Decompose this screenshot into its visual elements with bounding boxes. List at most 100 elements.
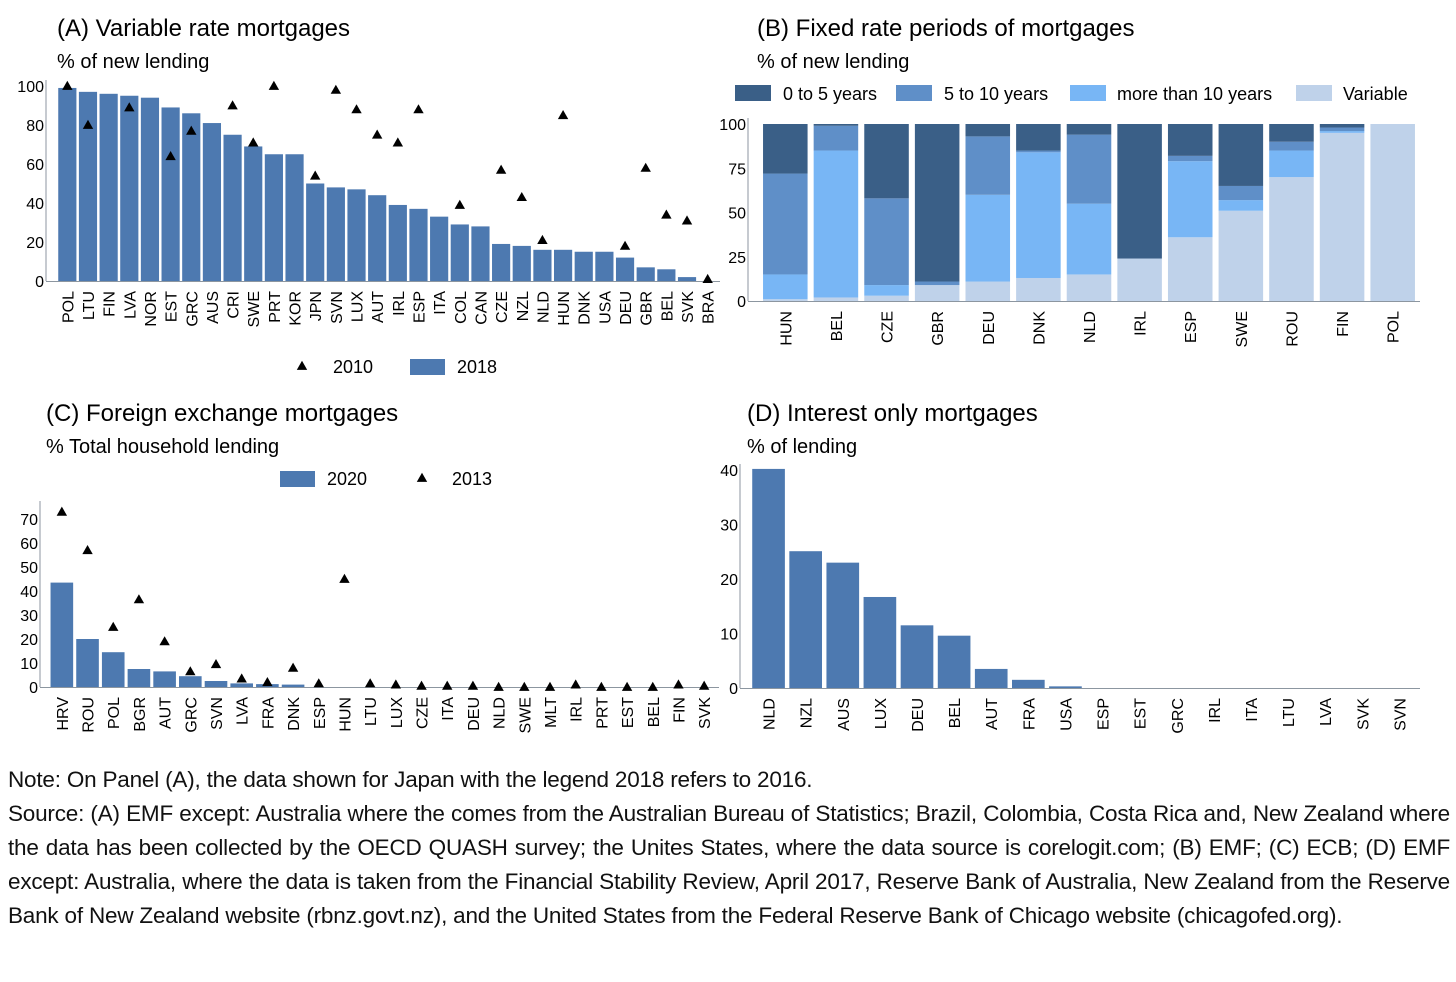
panel-a-bar bbox=[285, 154, 304, 281]
panel-c-bar bbox=[127, 669, 151, 687]
panel-d-xtick-label: IRL bbox=[1207, 698, 1224, 723]
panel-a-triangle-point bbox=[82, 119, 94, 129]
panel-a-triangle-point bbox=[392, 137, 404, 147]
panel-c-xtick-label: CZE bbox=[415, 697, 432, 729]
panel-a-triangle-point bbox=[268, 80, 280, 90]
panel-b-bar-segment bbox=[1319, 132, 1365, 301]
panel-a-triangle-point bbox=[619, 240, 631, 250]
panel-b-bar-segment bbox=[763, 299, 808, 301]
panel-a-bar bbox=[182, 113, 201, 281]
legend-b-swatch bbox=[1296, 85, 1332, 101]
panel-c-triangle-point bbox=[287, 662, 299, 672]
panel-a-xtick-label: POL bbox=[60, 291, 77, 323]
panel-a-xtick-label: GBR bbox=[639, 291, 656, 326]
panel-c-triangle-point bbox=[364, 678, 376, 688]
legend-a-2018-label: 2018 bbox=[457, 357, 497, 377]
panel-c-triangle-point bbox=[467, 680, 479, 690]
panel-c-bar bbox=[153, 671, 176, 687]
panel-b-bar-segment bbox=[864, 124, 909, 199]
panel-d-bar bbox=[974, 668, 1008, 688]
panel-c-subtitle: % Total household lending bbox=[46, 436, 279, 458]
panel-d-ytick-label: 30 bbox=[720, 518, 738, 535]
legend-c-2013-label: 2013 bbox=[452, 469, 492, 489]
panel-a-bar bbox=[677, 277, 697, 281]
panel-c-bar bbox=[50, 582, 74, 687]
panel-b-bar-segment bbox=[864, 285, 909, 296]
panel-c-triangle-point bbox=[570, 679, 581, 689]
panel-c-xtick-label: IRL bbox=[569, 697, 586, 722]
panel-c-ytick-label: 60 bbox=[20, 536, 38, 553]
legend-c-2020-label: 2020 bbox=[327, 469, 367, 489]
panel-b-bar-segment bbox=[1016, 277, 1061, 301]
panel-d-xtick-label: LUX bbox=[873, 698, 890, 729]
panel-a-xtick-label: KOR bbox=[288, 291, 305, 326]
panel-a-bar bbox=[450, 224, 469, 281]
panel-a-triangle-point bbox=[124, 102, 135, 112]
panel-b-xtick-label: ROU bbox=[1284, 311, 1301, 347]
panel-a-xtick-label: IRL bbox=[391, 291, 408, 316]
panel-c-triangle-point bbox=[56, 506, 68, 516]
panel-c-triangle-point bbox=[544, 681, 556, 691]
panel-a-xtick-label: PRT bbox=[267, 291, 284, 323]
legend-b-label: more than 10 years bbox=[1117, 84, 1272, 104]
panel-b-xtick-label: HUN bbox=[778, 311, 795, 346]
panel-a-bar bbox=[388, 204, 407, 281]
panel-b-bar-segment bbox=[1066, 274, 1112, 301]
panel-a-bar bbox=[615, 257, 635, 281]
panel-a-ytick-label: 60 bbox=[26, 157, 44, 174]
panel-c-xtick-label: SVK bbox=[697, 697, 714, 729]
panel-c-xtick-label: NLD bbox=[492, 697, 509, 729]
panel-d-bar bbox=[789, 551, 822, 688]
panel-b-bar-segment bbox=[1218, 210, 1264, 301]
panel-c-bar bbox=[101, 652, 125, 687]
panel-a-bar bbox=[326, 187, 345, 281]
panel-d-bar bbox=[1012, 679, 1045, 688]
panel-a-bar bbox=[368, 195, 387, 281]
panel-c-ytick-label: 50 bbox=[20, 560, 38, 577]
footer: Note: On Panel (A), the data shown for J… bbox=[8, 763, 1450, 933]
panel-c-triangle-point bbox=[673, 679, 684, 689]
legend-b-label: 0 to 5 years bbox=[783, 84, 877, 104]
panel-c-triangle-point bbox=[159, 636, 170, 646]
panel-a-triangle-point bbox=[681, 215, 693, 225]
panel-a-xtick-label: LVA bbox=[122, 291, 139, 319]
panel-a-xtick-label: LTU bbox=[81, 291, 98, 320]
panel-c-bar bbox=[76, 639, 99, 687]
panel-c-ytick-label: 40 bbox=[20, 584, 38, 601]
panel-b-ytick-label: 0 bbox=[737, 294, 746, 311]
panel-b-subtitle: % of new lending bbox=[757, 51, 909, 73]
panel-c-xtick-label: BEL bbox=[646, 697, 663, 727]
panel-d-xtick-label: AUT bbox=[984, 698, 1001, 730]
legend-a-2010-marker bbox=[296, 360, 308, 370]
panel-d-xtick-label: NLD bbox=[762, 698, 779, 730]
panel-a-triangle-point bbox=[62, 80, 73, 90]
panel-a-xtick-label: JPN bbox=[308, 291, 325, 321]
panel-a-bar bbox=[409, 208, 428, 281]
panel-b-bar-segment bbox=[864, 198, 909, 286]
panel-a-xtick-label: HUN bbox=[556, 291, 573, 326]
panel-d-bar bbox=[900, 625, 934, 688]
panel-c-triangle-point bbox=[647, 681, 658, 691]
panel-b-bar-segment bbox=[965, 136, 1011, 195]
panel-c-xtick-label: LTU bbox=[363, 697, 380, 726]
panel-c-triangle-point bbox=[442, 680, 453, 690]
panel-b-xtick-label: GBR bbox=[930, 311, 947, 346]
panel-a-xtick-label: CRI bbox=[226, 291, 243, 319]
panel-a-bar bbox=[595, 251, 614, 281]
panel-b-bar-segment bbox=[965, 281, 1011, 301]
panel-a-bar bbox=[471, 226, 490, 281]
panel-d-xtick-label: ITA bbox=[1244, 698, 1261, 722]
panel-b-bar-segment bbox=[1117, 258, 1162, 301]
panel-a-xtick-label: CZE bbox=[494, 291, 511, 323]
panel-a-ytick-label: 100 bbox=[17, 79, 44, 96]
panel-b-bar-segment bbox=[813, 150, 859, 298]
panel-a-triangle-point bbox=[351, 104, 362, 114]
panel-a-triangle-point bbox=[310, 170, 321, 180]
panel-b-xtick-label: DNK bbox=[1031, 311, 1048, 345]
panel-d-ytick-label: 20 bbox=[720, 572, 738, 589]
panel-a-bar bbox=[657, 269, 676, 281]
panel-a-bar bbox=[58, 87, 77, 281]
panel-a-triangle-point bbox=[702, 273, 713, 283]
panel-c-xtick-label: LUX bbox=[389, 697, 406, 728]
panel-d-bar bbox=[752, 468, 785, 688]
